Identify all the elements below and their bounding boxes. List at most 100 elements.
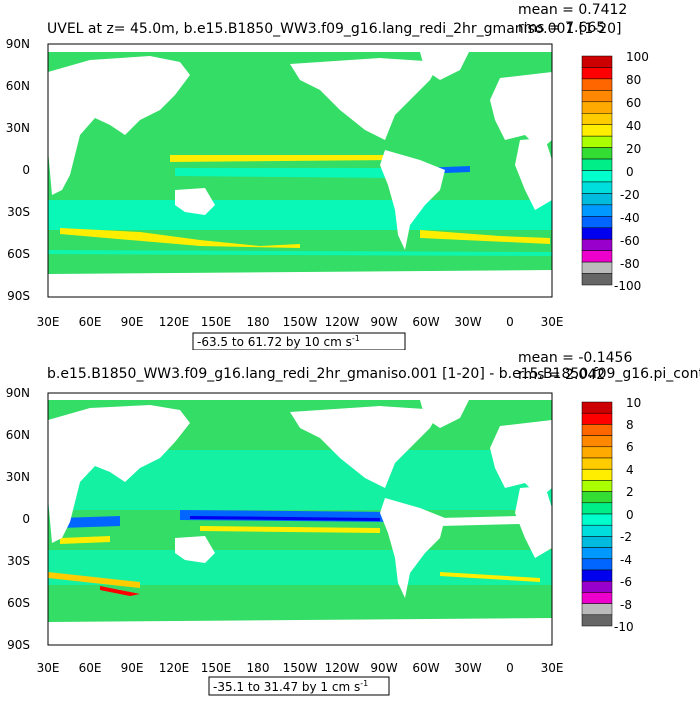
lon-axis: 30E 60E 90E 120E 150E 180 150W 120W 90W …: [37, 315, 564, 329]
lon-label: 60W: [412, 315, 439, 329]
colorbar-swatch: [581, 614, 613, 627]
map-field: [48, 393, 552, 645]
colorbar-label: 2: [626, 485, 634, 499]
colorbar-swatch: [581, 569, 613, 582]
lon-label: 150E: [201, 661, 232, 675]
colorbar-swatch: [581, 67, 613, 80]
colorbar-swatch: [581, 457, 613, 470]
map-figure-bottom: b.e15.B1850_WW3.f09_g16.lang_redi_2hr_gm…: [6, 350, 700, 696]
colorbar-label: -4: [620, 553, 632, 567]
colorbar-swatch: [581, 401, 613, 414]
lat-label: 60N: [6, 79, 30, 93]
colorbar-swatch: [581, 101, 613, 114]
lon-label: 90E: [121, 315, 144, 329]
colorbar-swatch: [581, 502, 613, 515]
range-text: -63.5 to 61.72 by 10 cm s-1: [197, 334, 360, 349]
range-text: -35.1 to 31.47 by 1 cm s-1: [213, 679, 368, 694]
lon-label: 60E: [79, 315, 102, 329]
lon-label: 30E: [37, 315, 60, 329]
colorbar-label: -80: [620, 257, 640, 271]
range-box: [208, 676, 390, 696]
lat-label: 60S: [7, 596, 30, 610]
lon-label: 150W: [283, 661, 318, 675]
lon-label: 180: [247, 661, 270, 675]
colorbar-label: 0: [626, 165, 634, 179]
colorbar-swatch: [581, 435, 613, 448]
colorbar-swatch: [581, 547, 613, 560]
lon-label: 120E: [159, 315, 190, 329]
mean-value: mean = 0.7412: [518, 2, 627, 18]
lon-axis: 30E 60E 90E 120E 150E 180 150W 120W 90W …: [37, 661, 564, 675]
colorbar-swatch: [581, 124, 613, 137]
lon-label: 120E: [159, 661, 190, 675]
rms-value: rms = 2.042: [518, 367, 605, 383]
colorbar-swatch: [581, 158, 613, 171]
colorbar-labels: 100 80 60 40 20 0 -20 -40 -60 -80 -100: [614, 50, 649, 293]
colorbar-swatch: [581, 273, 613, 286]
colorbar-label: -10: [614, 620, 634, 634]
rms-value: rms = 7.665: [518, 20, 605, 36]
lat-axis: 90N 60N 30N 0 30S 60S 90S: [6, 37, 30, 303]
colorbar-swatch: [581, 480, 613, 492]
mean-value: mean = -0.1456: [518, 350, 632, 366]
colorbar-swatch: [581, 580, 613, 593]
colorbar-label: -6: [620, 575, 632, 589]
land-masses: [48, 398, 552, 645]
lon-label: 150E: [201, 315, 232, 329]
colorbar-swatch: [581, 170, 613, 183]
colorbar-label: 6: [626, 440, 634, 454]
lon-label: 30E: [37, 661, 60, 675]
colorbar-label: -40: [620, 211, 640, 225]
colorbar-label: 4: [626, 463, 634, 477]
colorbar-label: -8: [620, 598, 632, 612]
lon-label: 120W: [325, 315, 360, 329]
colorbar-swatch: [581, 558, 613, 571]
lon-label: 180: [247, 315, 270, 329]
colorbar-swatch: [581, 204, 613, 217]
equatorial-band: [170, 155, 400, 162]
colorbar-swatch: [581, 193, 613, 206]
lat-label: 0: [22, 163, 30, 177]
colorbar-swatch: [581, 592, 613, 604]
land-masses: [48, 50, 552, 297]
lat-axis: 90N 60N 30N 0 30S 60S 90S: [6, 386, 30, 652]
colorbar-label: -20: [620, 188, 640, 202]
lon-label: 90E: [121, 661, 144, 675]
colorbar-swatch: [581, 261, 613, 274]
lat-label: 60S: [7, 247, 30, 261]
colorbar-label: -100: [614, 279, 641, 293]
colorbar-swatch: [581, 446, 613, 459]
map-frame: [47, 43, 553, 298]
lon-label: 150W: [283, 315, 318, 329]
lon-label: 60W: [412, 661, 439, 675]
colorbar-swatch: [581, 250, 613, 263]
colorbar-swatch: [581, 78, 613, 91]
map-frame: [47, 392, 553, 646]
lon-label: 60E: [79, 661, 102, 675]
colorbar: [581, 401, 613, 627]
colorbar-swatch: [581, 513, 613, 526]
colorbar-swatch: [581, 216, 613, 229]
colorbar-swatch: [581, 424, 613, 436]
lat-label: 90N: [6, 386, 30, 400]
lon-label: 30W: [454, 315, 481, 329]
colorbar-swatch: [581, 227, 613, 240]
lon-label: 120W: [325, 661, 360, 675]
colorbar-label: 10: [626, 396, 641, 410]
colorbar-swatch: [581, 147, 613, 160]
colorbar-swatch: [581, 603, 613, 616]
lat-label: 0: [22, 512, 30, 526]
colorbar-label: 0: [626, 508, 634, 522]
map-field: [48, 44, 552, 297]
colorbar-swatch: [581, 113, 613, 125]
lat-label: 90S: [7, 289, 30, 303]
map-title: b.e15.B1850_WW3.f09_g16.lang_redi_2hr_gm…: [47, 366, 700, 382]
map-title: UVEL at z= 45.0m, b.e15.B1850_WW3.f09_g1…: [47, 21, 621, 37]
colorbar-swatch: [581, 491, 613, 504]
colorbar-swatch: [581, 536, 613, 548]
lon-label: 0: [506, 315, 514, 329]
colorbar-swatch: [581, 135, 613, 148]
lon-label: 30W: [454, 661, 481, 675]
colorbar-swatch: [581, 90, 613, 103]
lat-label: 90S: [7, 638, 30, 652]
